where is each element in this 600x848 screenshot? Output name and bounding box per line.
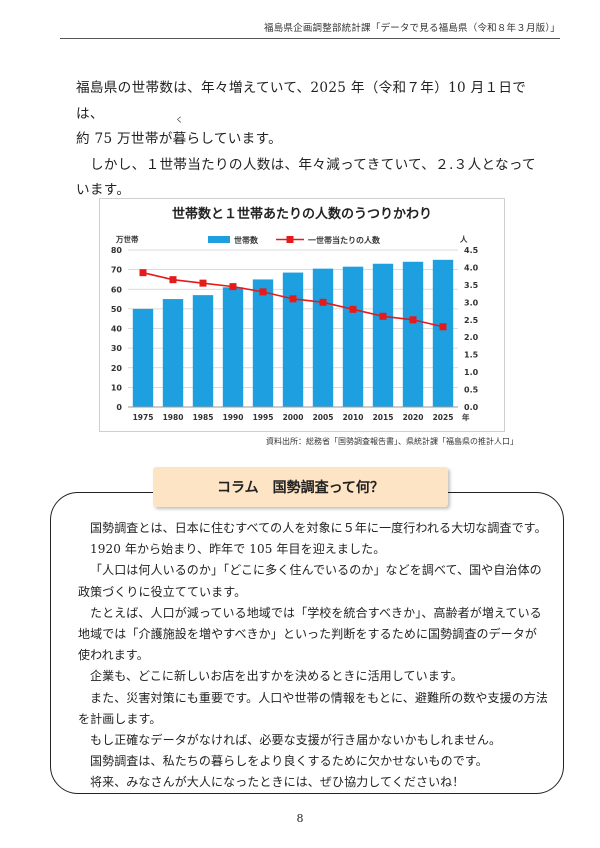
x-tick: 1995 xyxy=(253,413,274,422)
x-tick: 1985 xyxy=(193,413,214,422)
line-point-2005 xyxy=(319,298,327,306)
line-point-1985 xyxy=(199,279,207,287)
column-paragraph: また、災害対策にも重要です。人口や世帯の情報をもとに、避難所の数や支援の方法を計… xyxy=(78,690,549,726)
bar-1990 xyxy=(222,287,244,407)
column-paragraph: 国勢調査とは、日本に住むすべての人を対象に５年に一度行われる大切な調査です。 xyxy=(90,521,547,535)
y-tick-left: 40 xyxy=(111,325,123,334)
bar-2015 xyxy=(372,263,394,407)
y-tick-left: 30 xyxy=(111,344,123,353)
x-tick: 2005 xyxy=(313,413,334,422)
x-tick: 2015 xyxy=(373,413,394,422)
x-tick: 1980 xyxy=(163,413,184,422)
bar-2020 xyxy=(402,261,424,407)
line-point-1995 xyxy=(259,288,267,296)
y-tick-right: 4.0 xyxy=(464,263,479,272)
line-point-1975 xyxy=(139,269,147,277)
column-paragraph: たとえば、人口が減っている地域では「学校を統合すべきか」、高齢者が増えている地域… xyxy=(78,605,542,663)
header-rule xyxy=(60,38,560,39)
column-paragraph: 1920 年から始まり、昨年で 105 年目を迎えました。 xyxy=(90,542,386,557)
legend-line-label: 一世帯当たりの人数 xyxy=(308,235,381,245)
bar-1985 xyxy=(192,295,214,407)
x-tick: 1990 xyxy=(223,413,244,422)
line-point-2015 xyxy=(379,312,387,320)
y-tick-right: 3.5 xyxy=(464,281,479,290)
y-tick-right: 0.5 xyxy=(464,386,479,395)
y-tick-left: 10 xyxy=(111,383,123,392)
line-point-2010 xyxy=(349,305,357,313)
page-header: 福島県企画調整部統計課「データで見る福島県（令和８年３月版）」 xyxy=(264,23,560,34)
column-title: コラム 国勢調査って何？ xyxy=(153,467,448,507)
bar-1995 xyxy=(252,279,274,407)
line-point-2000 xyxy=(289,295,297,303)
column-paragraph: 「人口は何人いるのか」「どこに多く住んでいるのか」などを調べて、国や自治体の政策… xyxy=(78,563,542,599)
intro-paragraph-1: 福島県の世帯数は、年々増えていて、2025 年（令和７年）10 月１日では、 約… xyxy=(76,76,536,153)
source-note: 資料出所：総務省「国勢調査報告書」、県統計課「福島県の推計人口」 xyxy=(266,437,518,446)
legend-bar-swatch xyxy=(208,236,230,243)
bar-2025 xyxy=(432,259,454,407)
y-tick-left: 80 xyxy=(111,246,123,255)
y-tick-left: 70 xyxy=(111,266,123,275)
y-tick-right: 1.5 xyxy=(464,351,479,360)
x-tick: 2020 xyxy=(403,413,424,422)
intro-paragraph-2: しかし、１世帯当たりの人数は、年々減ってきていて、２.３人となっています。 xyxy=(76,156,536,199)
bar-2000 xyxy=(282,272,304,407)
bar-1980 xyxy=(162,299,184,407)
column-paragraph: 将来、みなさんが大人になったときには、ぜひ協力してくださいね！ xyxy=(90,775,465,790)
legend-bar-label: 世帯数 xyxy=(234,235,259,245)
household-chart: 世帯数と１世帯あたりの人数のうつりかわり 0 10 20 30 40 50 60 70 80 0.0… xyxy=(99,198,505,432)
bar-2010 xyxy=(342,266,364,407)
line-point-1980 xyxy=(169,276,177,284)
line-point-1990 xyxy=(229,283,237,291)
y-tick-left: 60 xyxy=(111,285,123,294)
line-point-2020 xyxy=(409,316,417,324)
intro-line-2-after: らしています。 xyxy=(186,131,283,147)
y-tick-right: 0.0 xyxy=(464,403,479,412)
column-body: 国勢調査とは、日本に住むすべての人を対象に５年に一度行われる大切な調査です。 1… xyxy=(78,518,548,794)
ruby-base: 暮 xyxy=(172,131,187,147)
x-tick: 2010 xyxy=(343,413,364,422)
y-tick-right: 3.0 xyxy=(464,298,479,307)
x-tick: 2025 xyxy=(433,413,454,422)
legend-line-marker xyxy=(286,236,294,243)
line-point-2025 xyxy=(439,323,447,331)
y-label-right: 人 xyxy=(460,235,468,244)
ruby-reading: く xyxy=(175,116,184,124)
page-number: 8 xyxy=(296,812,304,825)
x-axis-suffix: 年 xyxy=(462,412,470,422)
y-tick-right: 2.0 xyxy=(464,333,479,342)
column-paragraph: 企業も、どこに新しいお店を出すかを決めるときに活用しています。 xyxy=(90,669,463,684)
y-tick-right: 4.5 xyxy=(464,246,479,255)
bar-1975 xyxy=(132,308,154,407)
y-tick-right: 1.0 xyxy=(464,368,479,377)
column-box xyxy=(50,492,564,794)
y-tick-left: 20 xyxy=(111,364,123,373)
y-tick-left: 0 xyxy=(116,403,122,412)
x-tick: 1975 xyxy=(133,413,154,422)
bar-2005 xyxy=(312,268,334,407)
chart-title: 世帯数と１世帯あたりの人数のうつりかわり xyxy=(172,206,432,222)
intro-text: 福島県の世帯数は、年々増えていて、2025 年（令和７年）10 月１日では、 約… xyxy=(76,76,536,204)
intro-line-1: 福島県の世帯数は、年々増えていて、2025 年（令和７年）10 月１日では、 xyxy=(76,80,527,122)
chart-svg: 世帯数と１世帯あたりの人数のうつりかわり 0 10 20 30 40 50 60 70 80 0.0… xyxy=(111,206,479,422)
column-paragraph: もし正確なデータがなければ、必要な支援が行き届かないかもしれません。 xyxy=(90,733,502,748)
x-tick: 2000 xyxy=(283,413,304,422)
ruby-word: く暮 xyxy=(172,117,187,153)
column-paragraph: 国勢調査は、私たちの暮らしをより良くするために欠かせないものです。 xyxy=(90,754,488,769)
y-tick-left: 50 xyxy=(111,305,123,314)
y-label-left: 万世帯 xyxy=(115,234,139,244)
intro-line-2-before: 約 75 万世帯が xyxy=(76,131,173,147)
y-tick-right: 2.5 xyxy=(464,316,479,325)
